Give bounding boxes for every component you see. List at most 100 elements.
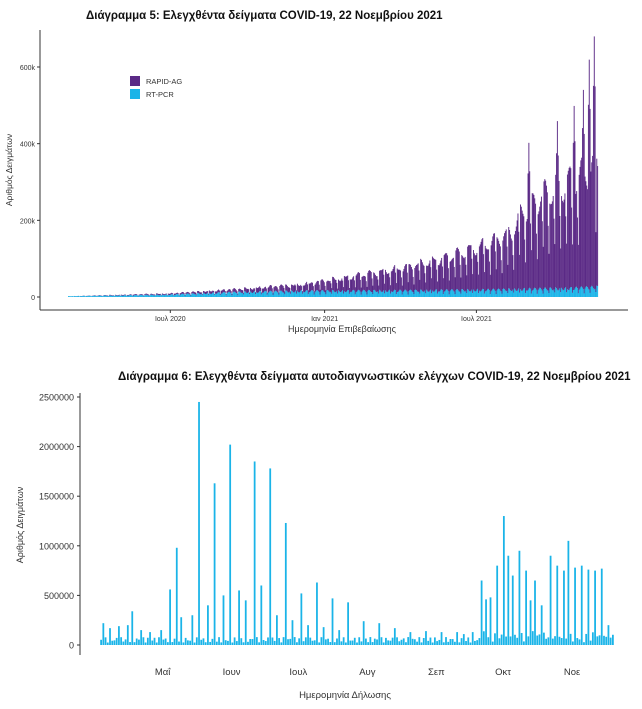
bar-rapid-ag (509, 234, 511, 290)
bar-rt-pcr (261, 292, 263, 297)
bar-rt-pcr (405, 290, 407, 297)
bar-rt-pcr (498, 288, 500, 297)
bar-rapid-ag (128, 294, 130, 296)
bar-self-test (489, 597, 492, 645)
bar-rt-pcr (260, 291, 261, 297)
bar-rt-pcr (494, 290, 496, 297)
bar-rt-pcr (175, 294, 177, 297)
bar-rt-pcr (155, 295, 157, 297)
bar-rt-pcr (497, 289, 499, 297)
bar-rapid-ag (204, 291, 206, 294)
bar-rt-pcr (563, 289, 565, 297)
bar-rapid-ag (562, 202, 564, 291)
bar-rapid-ag (563, 199, 565, 290)
bar-rapid-ag (232, 289, 234, 293)
bar-rt-pcr (479, 291, 481, 297)
bar-rapid-ag (518, 231, 520, 289)
bar-rt-pcr (592, 288, 594, 297)
bar-rt-pcr (112, 295, 114, 297)
bar-self-test (540, 605, 543, 645)
bar-rt-pcr (214, 293, 216, 297)
bar-rapid-ag (130, 294, 132, 296)
bar-rt-pcr (308, 292, 310, 297)
bar-rapid-ag (326, 281, 328, 291)
bar-rt-pcr (223, 292, 225, 297)
bar-self-test (574, 567, 576, 645)
bar-self-test (113, 640, 116, 645)
bar-rapid-ag (364, 276, 366, 292)
bar-rapid-ag (366, 286, 368, 295)
bar-rt-pcr (450, 290, 452, 297)
bar-rt-pcr (173, 294, 175, 297)
bar-rapid-ag (380, 270, 382, 292)
bar-self-test (413, 639, 416, 645)
bar-rt-pcr (69, 296, 71, 297)
bar-rt-pcr (84, 296, 86, 297)
bar-rapid-ag (382, 268, 384, 292)
bar-rt-pcr (461, 289, 463, 297)
bar-rapid-ag (565, 216, 567, 288)
bar-rt-pcr (177, 293, 178, 297)
bar-rapid-ag (440, 260, 442, 290)
bar-rt-pcr (176, 294, 178, 297)
bar-rapid-ag (355, 275, 357, 293)
bar-rt-pcr (272, 294, 274, 297)
bar-rt-pcr (462, 290, 464, 297)
bar-rapid-ag (306, 281, 308, 291)
bar-self-test (505, 636, 507, 645)
bar-rapid-ag (319, 289, 321, 295)
bar-rt-pcr (587, 287, 589, 297)
bar-rt-pcr (546, 288, 547, 297)
bar-rt-pcr (478, 293, 480, 297)
bar-rt-pcr (225, 295, 227, 297)
bar-rapid-ag (213, 290, 215, 293)
bar-rt-pcr (565, 287, 567, 297)
bar-rt-pcr (560, 292, 562, 297)
bar-rapid-ag (519, 254, 521, 293)
bar-rapid-ag (185, 292, 187, 295)
bar-rt-pcr (452, 290, 454, 297)
bar-rapid-ag (277, 289, 279, 293)
bar-rapid-ag (207, 291, 209, 293)
bar-rt-pcr (191, 293, 193, 297)
bar-rt-pcr (375, 291, 377, 297)
bar-rapid-ag (269, 285, 271, 292)
bar-self-test (396, 637, 398, 645)
bar-rapid-ag (390, 285, 391, 294)
bar-rapid-ag (325, 290, 327, 295)
bar-self-test (514, 634, 516, 645)
bar-rapid-ag (533, 194, 535, 289)
bar-rt-pcr (465, 290, 467, 297)
bar-rapid-ag (358, 272, 360, 290)
bar-rapid-ag (170, 293, 172, 295)
bar-self-test (187, 640, 189, 645)
bar-rt-pcr (312, 290, 313, 297)
bar-self-test (371, 642, 374, 645)
bar-rt-pcr (416, 291, 418, 297)
bar-rapid-ag (585, 181, 587, 287)
bar-rapid-ag (555, 174, 557, 288)
bar-rt-pcr (353, 290, 355, 297)
bar-rapid-ag (390, 271, 392, 292)
bar-rt-pcr (265, 290, 267, 297)
bar-rt-pcr (584, 288, 586, 297)
bar-rt-pcr (287, 292, 289, 297)
bar-rt-pcr (424, 290, 426, 297)
bar-rt-pcr (99, 295, 100, 297)
bar-rt-pcr (389, 289, 391, 297)
bar-rapid-ag (431, 278, 433, 294)
bar-rt-pcr (146, 294, 148, 297)
bar-rt-pcr (267, 292, 269, 297)
bar-rt-pcr (405, 289, 407, 297)
bar-rapid-ag (335, 279, 337, 292)
bar-rapid-ag (328, 281, 330, 292)
bar-rt-pcr (586, 286, 588, 297)
bar-rt-pcr (576, 286, 578, 297)
bar-rt-pcr (566, 289, 568, 297)
bar-rt-pcr (109, 295, 111, 297)
bar-self-test (158, 637, 160, 645)
bar-rt-pcr (119, 295, 121, 297)
bar-rt-pcr (322, 290, 324, 297)
bar-rt-pcr (434, 290, 436, 297)
bar-rt-pcr (548, 293, 550, 297)
